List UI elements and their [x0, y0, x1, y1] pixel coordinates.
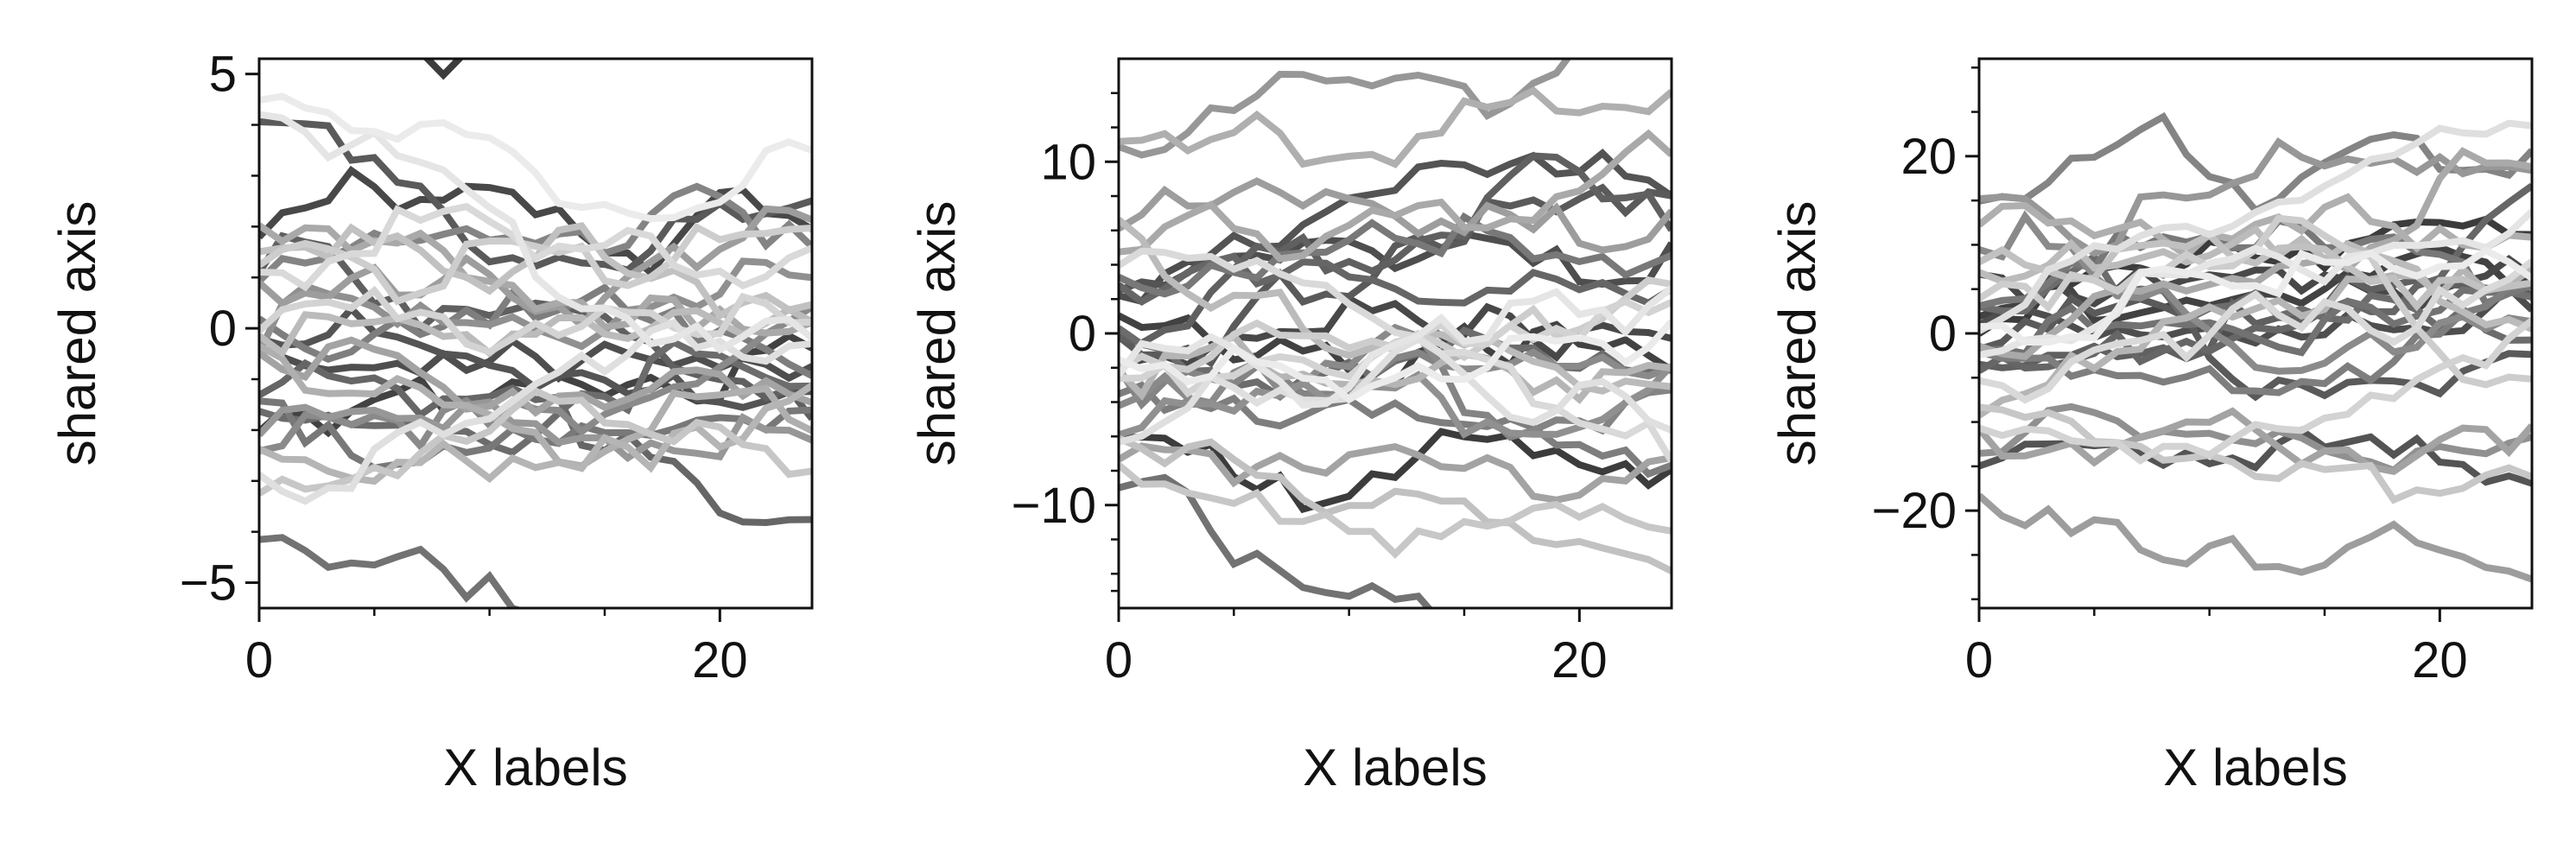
y-axis-label: shared axis	[908, 201, 966, 466]
series-line	[1119, 319, 1672, 404]
series-line	[259, 305, 812, 358]
x-axis-label: X labels	[1303, 739, 1487, 796]
series-line	[259, 92, 812, 223]
series-lines	[1119, 59, 1672, 608]
series-line	[1979, 492, 2532, 583]
series-line	[259, 202, 812, 292]
x-tick-label: 0	[245, 632, 273, 688]
series-line	[1979, 403, 2532, 475]
series-lines	[259, 59, 812, 608]
y-tick-label: −10	[1012, 478, 1096, 534]
y-tick-label: 0	[1069, 306, 1096, 362]
series-line	[1979, 258, 2532, 404]
x-axis-label: X labels	[443, 739, 627, 796]
x-tick-label: 20	[1551, 632, 1608, 688]
x-tick-label: 0	[1965, 632, 1993, 688]
series-line	[1979, 403, 2532, 504]
series-line	[259, 358, 812, 527]
series-lines	[1979, 111, 2532, 583]
y-tick-label: 20	[1900, 129, 1957, 185]
y-tick-label: 0	[1929, 306, 1957, 362]
y-axis-label: shared axis	[48, 201, 106, 466]
y-axis-label: shared axis	[1768, 201, 1826, 466]
series-line	[259, 534, 525, 608]
series-line	[259, 397, 812, 472]
x-axis-label: X labels	[2163, 739, 2347, 796]
chart-panel-2: 0 20 −10 0 10 X labels shared axis	[908, 57, 1673, 796]
series-line	[1119, 59, 1572, 159]
series-line	[1119, 473, 1434, 608]
y-tick-label: 10	[1040, 134, 1096, 190]
series-line	[259, 285, 812, 356]
series-line	[1119, 462, 1672, 559]
series-line	[1119, 247, 1672, 463]
plot-frame	[257, 57, 814, 610]
series-line	[1119, 285, 1672, 409]
series-line	[259, 318, 812, 505]
series-line	[1979, 119, 2532, 334]
x-tick-label: 20	[692, 632, 748, 688]
y-tick-label: 5	[209, 47, 237, 103]
series-line	[259, 343, 812, 470]
series-line	[259, 165, 812, 278]
series-line	[1119, 434, 1672, 574]
series-line	[1979, 193, 2532, 260]
series-line	[1979, 215, 2532, 337]
series-line	[259, 336, 812, 417]
series-line	[1119, 129, 1672, 263]
series-line	[1119, 86, 1672, 168]
series-line	[1979, 281, 2532, 396]
series-line	[1979, 137, 2532, 257]
series-line	[1979, 225, 2532, 333]
series-line	[1979, 294, 2532, 402]
series-line	[259, 398, 812, 462]
series-line	[1119, 331, 1672, 404]
series-line	[1979, 317, 2532, 465]
series-line	[1979, 246, 2532, 346]
series-line	[1119, 183, 1672, 368]
series-line	[1119, 442, 1672, 504]
series-line	[422, 59, 465, 80]
y-tick-label: 0	[209, 301, 237, 357]
series-line	[1979, 286, 2532, 358]
series-line	[259, 257, 812, 355]
series-line	[1119, 381, 1672, 479]
y-tick-label: −5	[180, 555, 237, 612]
series-line	[1119, 152, 1672, 347]
y-tick-label: −20	[1872, 483, 1957, 539]
x-tick-label: 0	[1105, 632, 1133, 688]
series-line	[259, 111, 812, 354]
series-line	[259, 387, 812, 497]
series-line	[1979, 208, 2532, 358]
x-tick-label: 20	[2412, 632, 2468, 688]
series-line	[1119, 212, 1672, 298]
chart-panel-3: 0 20 −20 0 20 X labels shared axis	[1768, 57, 2534, 796]
